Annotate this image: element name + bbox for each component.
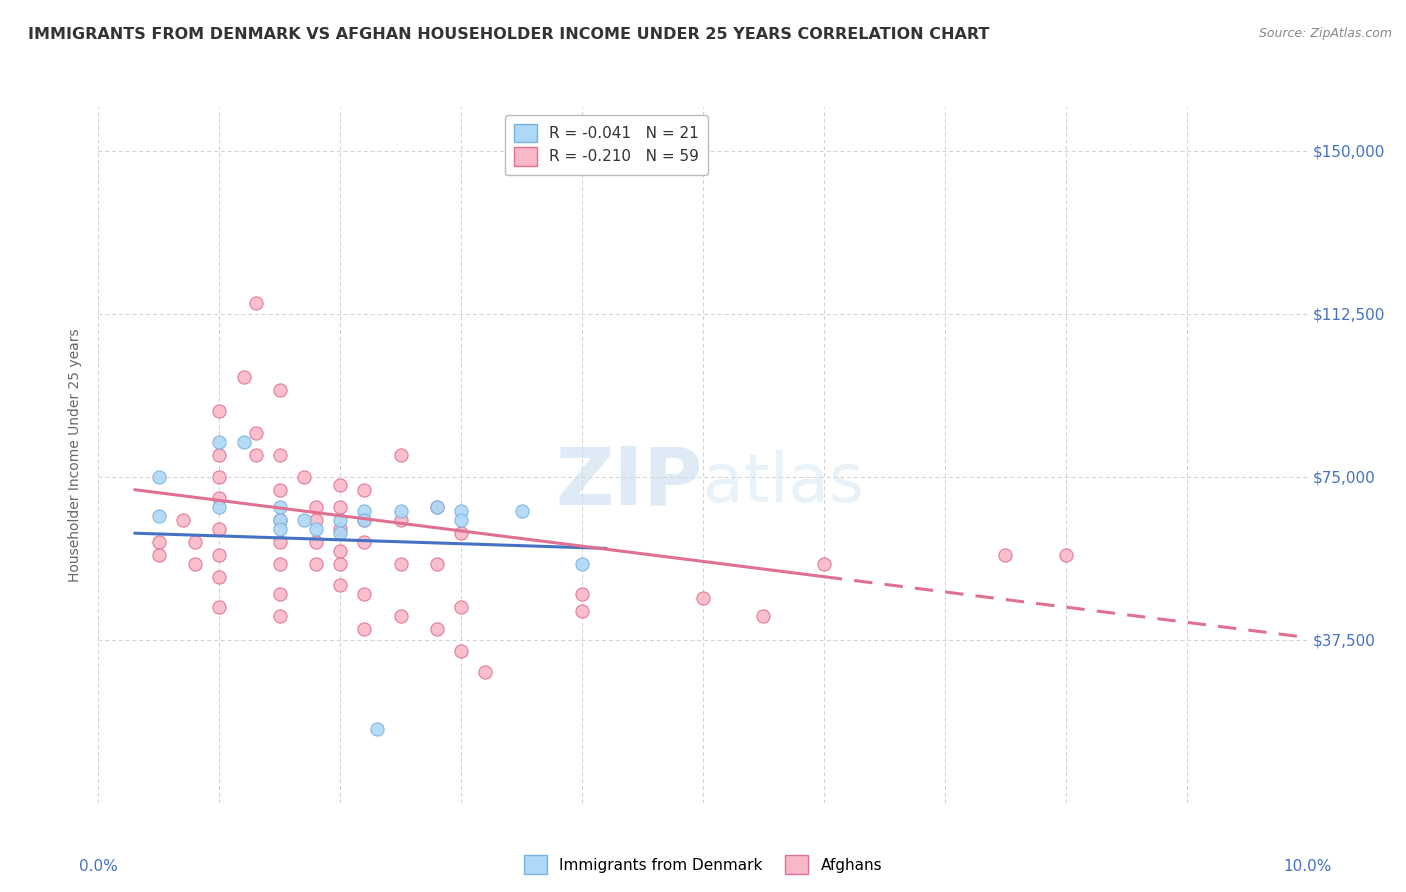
Point: [1054, 548, 1077, 562]
Point: [269, 557, 291, 571]
Point: [813, 557, 835, 571]
Point: [389, 448, 412, 462]
Point: [269, 513, 291, 527]
Point: [208, 600, 231, 615]
Point: [305, 513, 328, 527]
Point: [571, 587, 593, 601]
Point: [329, 522, 352, 536]
Point: [329, 578, 352, 592]
Point: [994, 548, 1017, 562]
Point: [389, 513, 412, 527]
Point: [571, 605, 593, 619]
Y-axis label: Householder Income Under 25 years: Householder Income Under 25 years: [69, 328, 83, 582]
Point: [269, 513, 291, 527]
Point: [208, 434, 231, 449]
Point: [245, 426, 267, 441]
Point: [292, 469, 315, 483]
Point: [571, 557, 593, 571]
Point: [450, 643, 472, 657]
Text: atlas: atlas: [703, 450, 863, 516]
Point: [353, 622, 375, 636]
Point: [269, 500, 291, 514]
Point: [426, 622, 449, 636]
Point: [329, 500, 352, 514]
Point: [510, 504, 533, 518]
Point: [269, 448, 291, 462]
Point: [208, 570, 231, 584]
Point: [450, 526, 472, 541]
Point: [305, 522, 328, 536]
Point: [184, 535, 207, 549]
Point: [353, 504, 375, 518]
Point: [305, 500, 328, 514]
Point: [245, 448, 267, 462]
Point: [474, 665, 496, 680]
Point: [208, 548, 231, 562]
Point: [269, 535, 291, 549]
Point: [184, 557, 207, 571]
Point: [389, 608, 412, 623]
Point: [208, 522, 231, 536]
Point: [208, 404, 231, 418]
Text: ZIP: ZIP: [555, 443, 703, 522]
Point: [269, 587, 291, 601]
Point: [450, 504, 472, 518]
Point: [269, 483, 291, 497]
Point: [329, 478, 352, 492]
Point: [426, 500, 449, 514]
Point: [208, 469, 231, 483]
Point: [426, 557, 449, 571]
Point: [389, 557, 412, 571]
Point: [353, 483, 375, 497]
Point: [232, 434, 254, 449]
Point: [292, 513, 315, 527]
Point: [232, 369, 254, 384]
Point: [389, 504, 412, 518]
Point: [329, 513, 352, 527]
Point: [208, 491, 231, 506]
Point: [450, 600, 472, 615]
Point: [426, 500, 449, 514]
Point: [269, 522, 291, 536]
Point: [353, 513, 375, 527]
Point: [305, 535, 328, 549]
Point: [353, 587, 375, 601]
Point: [450, 513, 472, 527]
Point: [172, 513, 194, 527]
Point: [269, 608, 291, 623]
Point: [208, 500, 231, 514]
Point: [245, 295, 267, 310]
Text: Source: ZipAtlas.com: Source: ZipAtlas.com: [1258, 27, 1392, 40]
Point: [148, 469, 170, 483]
Legend: Immigrants from Denmark, Afghans: Immigrants from Denmark, Afghans: [517, 849, 889, 880]
Point: [329, 557, 352, 571]
Text: IMMIGRANTS FROM DENMARK VS AFGHAN HOUSEHOLDER INCOME UNDER 25 YEARS CORRELATION : IMMIGRANTS FROM DENMARK VS AFGHAN HOUSEH…: [28, 27, 990, 42]
Point: [148, 535, 170, 549]
Point: [148, 548, 170, 562]
Point: [692, 591, 714, 606]
Point: [305, 557, 328, 571]
Point: [752, 608, 775, 623]
Legend: R = -0.041   N = 21, R = -0.210   N = 59: R = -0.041 N = 21, R = -0.210 N = 59: [505, 115, 709, 175]
Point: [269, 383, 291, 397]
Point: [366, 722, 388, 736]
Text: 10.0%: 10.0%: [1284, 859, 1331, 874]
Point: [148, 508, 170, 523]
Point: [353, 535, 375, 549]
Point: [353, 513, 375, 527]
Point: [208, 448, 231, 462]
Point: [329, 526, 352, 541]
Point: [329, 543, 352, 558]
Text: 0.0%: 0.0%: [79, 859, 118, 874]
